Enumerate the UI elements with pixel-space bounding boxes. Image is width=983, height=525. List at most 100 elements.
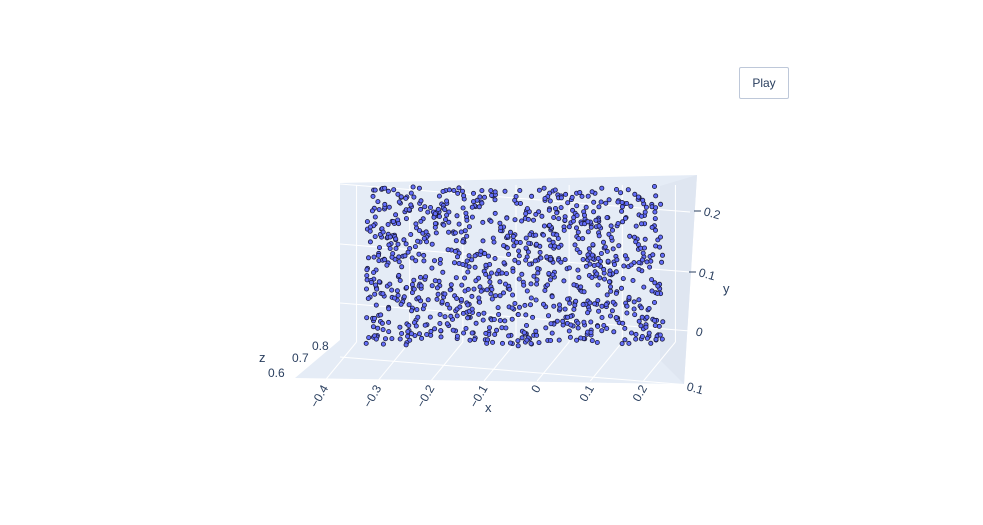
data-point: [503, 325, 509, 331]
data-point: [604, 325, 610, 331]
data-point: [488, 218, 494, 224]
data-point: [598, 199, 604, 205]
data-point: [619, 285, 625, 291]
data-point: [364, 273, 370, 279]
data-point: [608, 234, 614, 240]
data-point: [477, 284, 483, 290]
data-point: [429, 265, 435, 271]
data-point: [399, 330, 405, 336]
data-point: [421, 258, 427, 264]
data-point: [456, 221, 462, 227]
x-tick-label: 0.2: [630, 382, 651, 404]
data-point: [439, 299, 445, 305]
play-button[interactable]: Play: [739, 67, 789, 99]
data-point: [577, 249, 583, 255]
data-point: [553, 205, 559, 211]
data-point: [447, 287, 453, 293]
data-point: [498, 224, 504, 230]
data-point: [476, 204, 482, 210]
data-point: [427, 204, 433, 210]
data-point: [597, 275, 603, 281]
data-point: [382, 336, 388, 342]
data-point: [368, 279, 374, 285]
data-point: [653, 243, 659, 249]
data-point: [588, 329, 594, 335]
data-point: [482, 251, 488, 257]
data-point: [549, 294, 555, 300]
data-point: [398, 194, 404, 200]
data-point: [581, 289, 587, 295]
data-point: [542, 195, 548, 201]
data-point: [636, 297, 642, 303]
data-point: [382, 257, 388, 263]
data-point: [622, 337, 628, 343]
data-point: [376, 279, 382, 285]
data-point: [386, 329, 392, 335]
data-point: [375, 199, 381, 205]
data-point: [499, 270, 505, 276]
data-point: [561, 278, 567, 284]
data-point: [434, 285, 440, 291]
data-point: [548, 337, 554, 343]
data-point: [536, 187, 542, 193]
data-point: [408, 231, 414, 237]
data-point: [624, 303, 630, 309]
data-point: [502, 318, 508, 324]
data-point: [458, 296, 464, 302]
data-point: [380, 341, 386, 347]
data-point: [605, 258, 611, 264]
data-point: [410, 184, 416, 190]
data-point: [479, 200, 485, 206]
data-point: [507, 340, 513, 346]
data-point: [610, 227, 616, 233]
data-point: [425, 209, 431, 215]
data-point: [490, 339, 496, 345]
data-point: [396, 259, 402, 265]
data-point: [438, 334, 444, 340]
data-point: [574, 337, 580, 343]
data-point: [591, 199, 597, 205]
data-point: [509, 305, 515, 311]
data-point: [425, 297, 431, 303]
data-point: [639, 257, 645, 263]
data-point: [485, 337, 491, 343]
data-point: [396, 221, 402, 227]
data-point: [478, 248, 484, 254]
data-point: [521, 282, 527, 288]
data-point: [552, 187, 558, 193]
data-point: [476, 311, 482, 317]
data-point: [375, 252, 381, 258]
data-point: [473, 320, 479, 326]
data-point: [476, 295, 482, 301]
y-gridline: [339, 356, 691, 386]
data-point: [565, 296, 571, 302]
data-point: [599, 328, 605, 334]
x-gridline: [643, 341, 676, 382]
data-point: [416, 331, 422, 337]
data-point: [541, 232, 547, 238]
data-point: [548, 321, 554, 327]
data-point: [529, 193, 535, 199]
data-point: [613, 269, 619, 275]
data-point: [422, 322, 428, 328]
data-point: [486, 325, 492, 331]
data-point: [541, 223, 547, 229]
data-point: [390, 218, 396, 224]
data-point: [650, 252, 656, 258]
data-point: [614, 257, 620, 263]
data-point: [367, 224, 373, 230]
data-point: [422, 204, 428, 210]
data-point: [620, 219, 626, 225]
data-point: [583, 263, 589, 269]
data-point: [657, 332, 663, 338]
data-point: [640, 197, 646, 203]
data-point: [633, 331, 639, 337]
data-point: [528, 281, 534, 287]
data-point: [372, 291, 378, 297]
data-point: [384, 262, 390, 268]
data-point: [596, 223, 602, 229]
data-point: [416, 185, 422, 191]
data-point: [450, 327, 456, 333]
z-tick-label: 0.7: [292, 351, 309, 365]
data-point: [595, 262, 601, 268]
